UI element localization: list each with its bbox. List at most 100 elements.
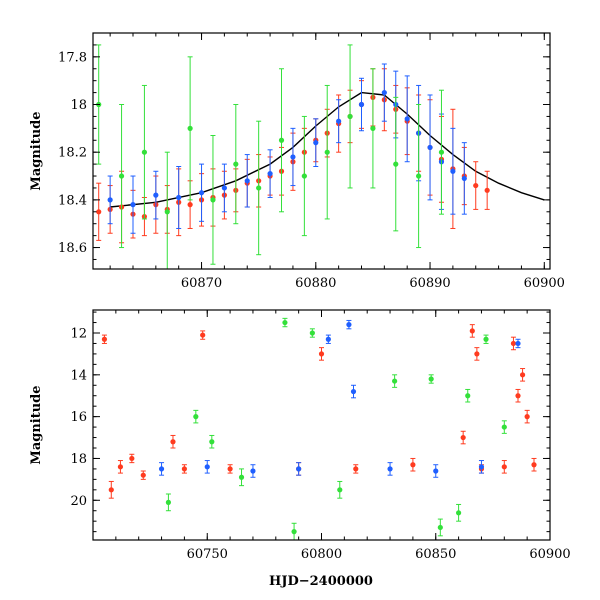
data-point <box>129 455 135 462</box>
data-point <box>118 173 125 179</box>
data-point <box>524 414 530 420</box>
data-point <box>210 197 216 203</box>
data-point <box>336 118 342 124</box>
bottom-panel: 60750 60800 60850 60900 12 14 16 18 20 Magnitude… <box>29 309 571 589</box>
data-point <box>438 149 445 155</box>
x-tick-label: 60870 <box>181 276 222 291</box>
data-point <box>170 439 176 445</box>
bottom-series-0 <box>101 324 537 499</box>
data-point <box>515 340 521 347</box>
data-point <box>140 472 146 478</box>
bottom-plot-area <box>101 317 537 540</box>
data-point <box>165 499 172 505</box>
bottom-axes: 60750 60800 60850 60900 12 14 16 18 20 <box>70 310 571 562</box>
y-tick-label: 17.8 <box>58 50 87 65</box>
data-point <box>141 149 148 155</box>
data-point <box>469 328 475 334</box>
data-point <box>381 89 387 96</box>
data-point <box>347 113 353 120</box>
data-point <box>337 487 343 493</box>
data-point <box>515 393 521 399</box>
x-tick-label: 60800 <box>301 547 342 562</box>
data-point <box>101 336 108 342</box>
data-point <box>460 434 466 441</box>
data-point <box>392 378 398 384</box>
top-y-axis-label: Magnitude <box>29 111 44 190</box>
top-panel: 60870 60880 60890 60900 17.8 18 18.2 18.4 18.6 M… <box>29 32 565 291</box>
bottom-series-1 <box>158 319 521 478</box>
y-tick-label: 18 <box>70 452 87 467</box>
y-tick-label: 18 <box>70 98 87 113</box>
data-point <box>461 175 467 182</box>
data-point <box>433 468 439 474</box>
data-point <box>510 340 517 347</box>
data-point <box>296 466 302 472</box>
top-axes: 60870 60880 60890 60900 17.8 18 18.2 18.4 18.6 <box>58 33 565 291</box>
top-plot-area <box>96 44 545 269</box>
data-point <box>478 464 485 470</box>
data-point <box>193 414 199 420</box>
data-point <box>107 197 113 203</box>
data-point <box>519 372 526 378</box>
data-point <box>200 332 206 338</box>
data-point <box>187 125 193 131</box>
x-tick-label: 60750 <box>187 547 228 562</box>
data-point <box>428 376 434 382</box>
data-point <box>204 464 210 470</box>
data-point <box>96 209 102 215</box>
data-point <box>153 192 159 198</box>
data-point <box>410 462 416 468</box>
data-point <box>117 464 124 470</box>
x-tick-label: 60880 <box>295 276 336 291</box>
data-point <box>437 524 443 531</box>
data-point <box>416 173 422 179</box>
x-tick-label: 60850 <box>415 547 456 562</box>
data-point <box>324 149 330 155</box>
x-tick-label: 60900 <box>529 547 570 562</box>
y-tick-label: 16 <box>70 410 87 425</box>
data-point <box>108 487 114 493</box>
data-point <box>176 194 182 201</box>
y-tick-label: 18.6 <box>58 241 87 256</box>
y-tick-label: 14 <box>70 368 87 383</box>
data-point <box>198 190 205 196</box>
data-point <box>209 439 215 445</box>
data-point <box>346 322 352 328</box>
data-point <box>187 202 193 208</box>
x-tick-label: 60890 <box>409 276 450 291</box>
data-point <box>291 529 297 535</box>
bottom-x-axis-label: HJD−2400000 <box>269 574 373 589</box>
data-point <box>465 393 471 399</box>
data-point <box>393 161 399 167</box>
y-tick-label: 18.4 <box>58 193 87 208</box>
data-point <box>450 168 456 174</box>
data-point <box>164 209 170 215</box>
bottom-series-2 <box>165 317 507 540</box>
data-point <box>501 464 507 470</box>
data-point <box>244 178 250 184</box>
top-series-1 <box>107 63 467 234</box>
data-point <box>250 468 256 474</box>
data-point <box>221 185 227 191</box>
bottom-plot-frame <box>92 309 551 541</box>
data-point <box>301 173 307 179</box>
data-point <box>353 466 359 472</box>
data-point <box>484 187 490 193</box>
data-point <box>474 351 480 357</box>
y-tick-label: 12 <box>70 327 87 342</box>
data-point <box>501 424 507 430</box>
data-point <box>238 474 245 480</box>
data-point <box>483 336 489 342</box>
data-point <box>158 466 165 472</box>
data-point <box>387 466 393 472</box>
data-point <box>282 319 288 326</box>
top-plot-frame <box>92 32 551 270</box>
data-point <box>473 182 479 189</box>
data-point <box>318 351 325 357</box>
data-point <box>358 101 365 108</box>
data-point <box>370 125 376 131</box>
data-point <box>531 462 537 468</box>
data-point <box>130 202 136 208</box>
data-point <box>313 140 319 146</box>
